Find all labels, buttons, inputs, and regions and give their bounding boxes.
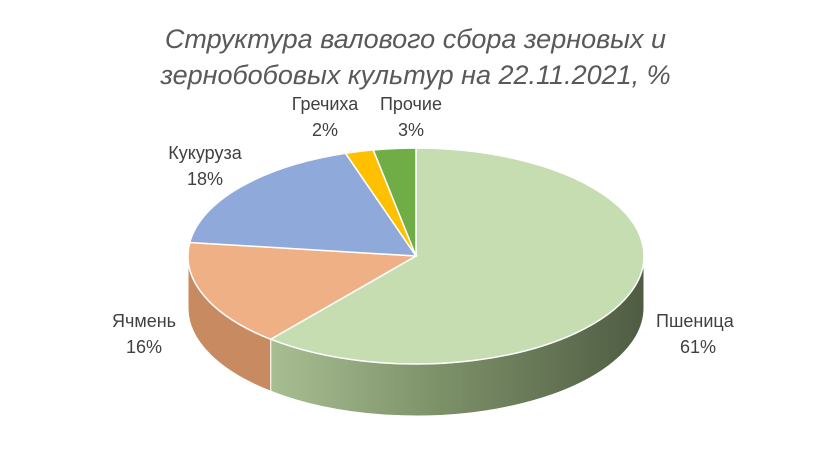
slice-prochie <box>372 147 417 257</box>
label-category-pshenitsa: Пшеница <box>656 311 735 331</box>
slice-pshenitsa <box>268 147 645 365</box>
label-category-grechikha: Гречиха <box>292 94 359 114</box>
label-category-yachmen: Ячмень <box>112 311 176 331</box>
label-percent-grechikha: 2% <box>312 120 338 140</box>
label-percent-kukuruza: 18% <box>187 169 223 189</box>
slice-yachmen <box>187 241 419 341</box>
label-category-prochie: Прочие <box>380 94 442 114</box>
slice-kukuruza <box>188 152 418 257</box>
label-category-kukuruza: Кукуруза <box>168 143 242 163</box>
label-percent-yachmen: 16% <box>126 337 162 357</box>
pie-slices <box>187 147 645 365</box>
chart-title-line-2: зернобобовых культур на 22.11.2021, % <box>160 60 671 90</box>
chart-title-line-1: Структура валового сбора зерновых и <box>164 24 667 54</box>
label-percent-prochie: 3% <box>398 120 424 140</box>
label-percent-pshenitsa: 61% <box>680 337 716 357</box>
